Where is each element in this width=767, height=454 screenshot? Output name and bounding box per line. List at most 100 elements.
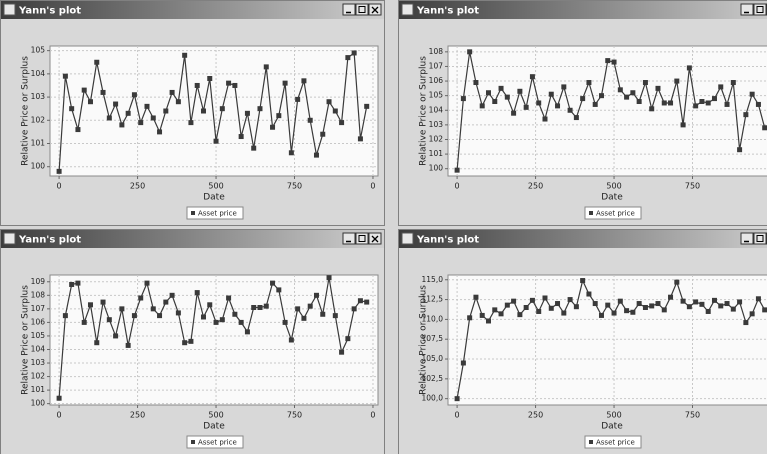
point bbox=[749, 311, 755, 317]
maximize-glyph bbox=[756, 6, 764, 13]
x-tick-label: 0 bbox=[57, 411, 62, 420]
point bbox=[642, 80, 648, 86]
point bbox=[755, 296, 761, 302]
point bbox=[138, 295, 144, 301]
point bbox=[460, 360, 466, 366]
point bbox=[649, 303, 655, 309]
minimize-button[interactable] bbox=[342, 3, 356, 16]
point bbox=[567, 107, 573, 113]
point bbox=[548, 91, 554, 97]
point bbox=[295, 96, 301, 102]
point bbox=[598, 312, 604, 318]
point bbox=[364, 299, 370, 305]
point bbox=[163, 299, 169, 305]
point bbox=[313, 152, 319, 158]
point bbox=[711, 297, 717, 303]
point bbox=[762, 125, 767, 131]
point bbox=[94, 340, 100, 346]
point bbox=[561, 310, 567, 316]
point bbox=[592, 101, 598, 107]
point bbox=[611, 59, 617, 65]
plot-area bbox=[447, 45, 767, 177]
point bbox=[113, 333, 119, 339]
plot-area bbox=[49, 274, 379, 406]
point bbox=[238, 319, 244, 325]
point bbox=[62, 313, 68, 319]
point bbox=[473, 294, 479, 300]
maximize-glyph bbox=[358, 235, 366, 242]
window-title: Yann's plot bbox=[416, 235, 479, 246]
maximize-button[interactable] bbox=[753, 232, 767, 245]
y-tick-label: 102 bbox=[31, 115, 46, 124]
point bbox=[580, 96, 586, 102]
point bbox=[504, 94, 510, 100]
y-tick-label: 105,0 bbox=[422, 354, 444, 363]
legend-box bbox=[584, 206, 642, 220]
point bbox=[87, 99, 93, 105]
point bbox=[705, 100, 711, 106]
maximize-button[interactable] bbox=[355, 232, 369, 245]
point bbox=[711, 96, 717, 102]
point bbox=[661, 307, 667, 313]
point bbox=[699, 301, 705, 307]
point bbox=[611, 310, 617, 316]
maximize-button[interactable] bbox=[753, 3, 767, 16]
y-tick-label: 101 bbox=[31, 385, 46, 394]
point bbox=[119, 306, 125, 312]
x-tick-label: 500 bbox=[606, 411, 621, 420]
point bbox=[561, 84, 567, 90]
point bbox=[743, 112, 749, 118]
minimize-button[interactable] bbox=[740, 3, 754, 16]
point bbox=[257, 106, 263, 112]
point bbox=[536, 308, 542, 314]
point bbox=[705, 308, 711, 314]
title-bar bbox=[399, 230, 767, 248]
point bbox=[320, 131, 326, 137]
y-tick-label: 105 bbox=[31, 46, 46, 55]
point bbox=[163, 108, 169, 114]
y-tick-label: 102,5 bbox=[422, 374, 444, 383]
y-tick-label: 104 bbox=[31, 344, 46, 353]
point bbox=[693, 103, 699, 109]
maximize-glyph bbox=[756, 235, 764, 242]
y-tick-label: 101 bbox=[429, 149, 444, 158]
x-axis-label: Date bbox=[203, 193, 225, 203]
point bbox=[473, 80, 479, 86]
y-axis-label: Relative Price or Surplus bbox=[21, 56, 31, 166]
y-tick-label: 100 bbox=[429, 164, 444, 173]
minimize-button[interactable] bbox=[342, 232, 356, 245]
point bbox=[188, 120, 194, 126]
x-tick-label: 500 bbox=[606, 182, 621, 191]
legend-marker bbox=[589, 440, 593, 444]
legend-box bbox=[186, 206, 244, 220]
point bbox=[542, 116, 548, 122]
point bbox=[573, 304, 579, 310]
point bbox=[718, 303, 724, 309]
point bbox=[339, 349, 345, 355]
point bbox=[69, 281, 75, 287]
point bbox=[175, 99, 181, 105]
point bbox=[270, 124, 276, 130]
window-title: Yann's plot bbox=[18, 6, 81, 17]
y-axis-label: Relative Price or Surplus bbox=[21, 285, 31, 395]
y-tick-label: 104 bbox=[31, 69, 46, 78]
window: Yann's plot 100 101 102 103 104 105 106 107 108 0 2… bbox=[398, 0, 767, 226]
point bbox=[100, 89, 106, 95]
point bbox=[219, 317, 225, 323]
point bbox=[182, 340, 188, 346]
point bbox=[320, 311, 326, 317]
maximize-button[interactable] bbox=[355, 3, 369, 16]
minimize-button[interactable] bbox=[740, 232, 754, 245]
point bbox=[270, 280, 276, 286]
point bbox=[749, 91, 755, 97]
window: Yann's plot 100 101 102 103 104 105 106 107 108 10… bbox=[0, 229, 385, 454]
point bbox=[686, 304, 692, 310]
point bbox=[699, 99, 705, 105]
point bbox=[157, 129, 163, 135]
y-tick-label: 112,5 bbox=[422, 295, 444, 304]
point bbox=[592, 301, 598, 307]
point bbox=[617, 298, 623, 304]
point bbox=[282, 319, 288, 325]
point bbox=[762, 307, 767, 313]
